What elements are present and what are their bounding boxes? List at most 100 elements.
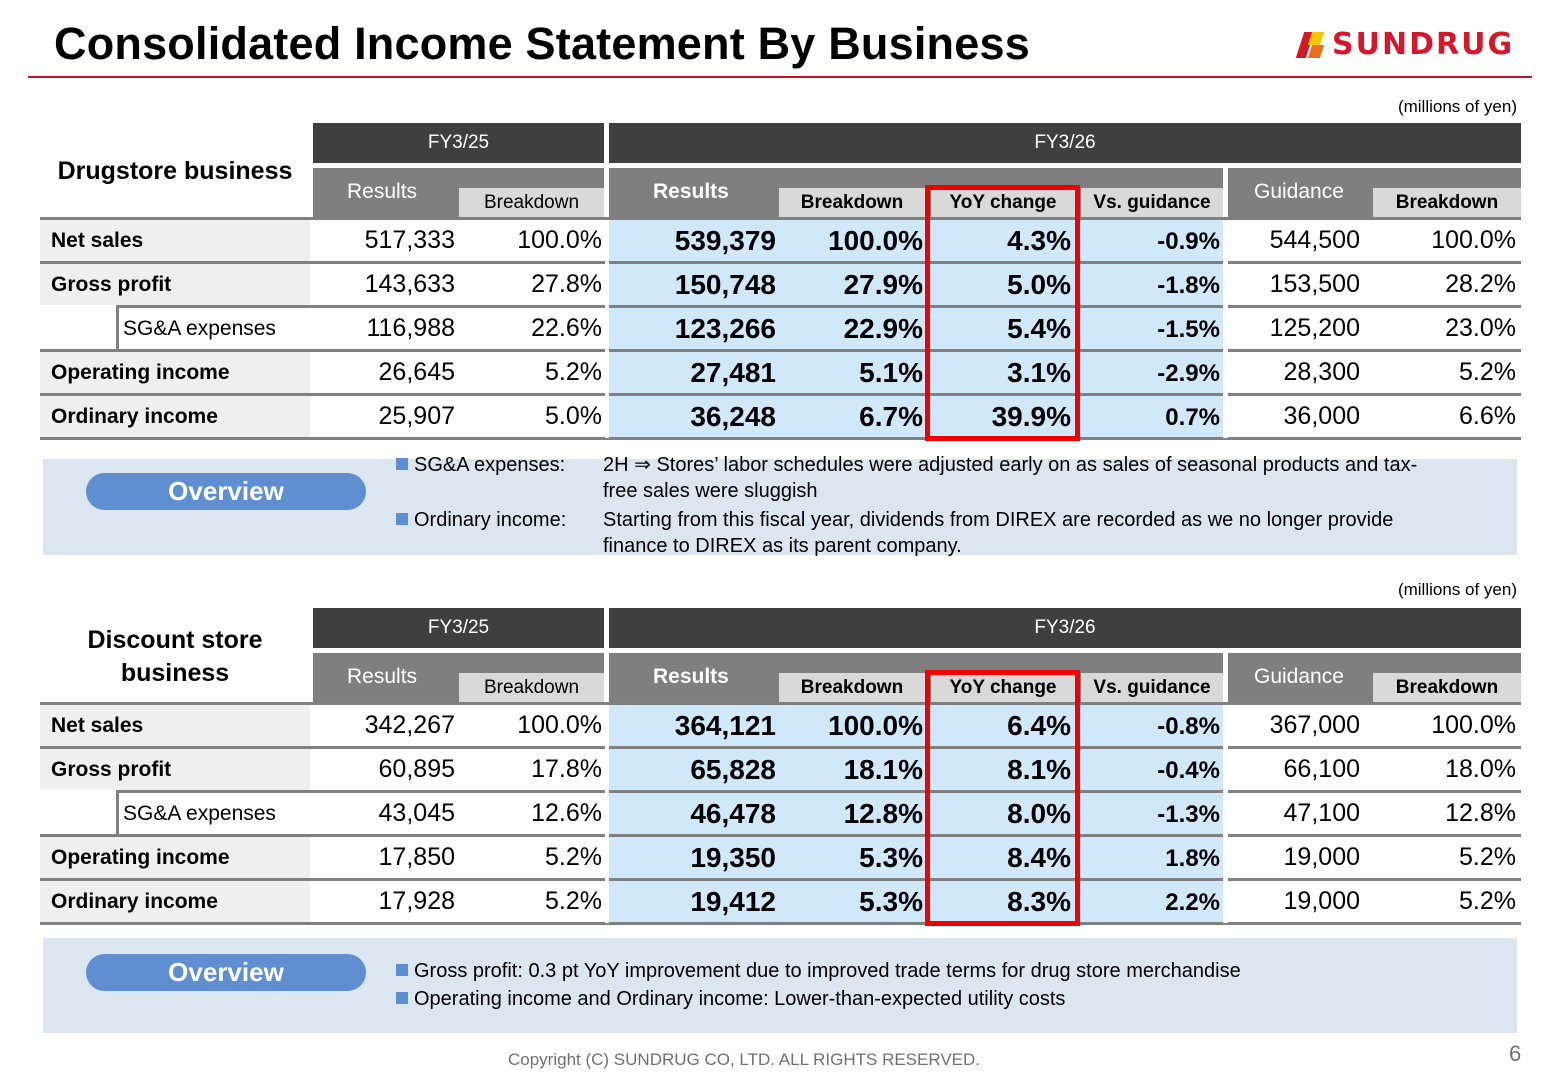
prev-breakdown-cell: 12.6% [531, 799, 602, 827]
prev-breakdown-header: Breakdown [459, 673, 604, 703]
curr-breakdown-cell: 5.3% [859, 886, 923, 917]
sga-label-text: SG&A expenses [116, 308, 276, 349]
guidance-cell: 47,100 [1283, 799, 1360, 827]
curr-breakdown-cell: 5.1% [859, 357, 923, 388]
guidance-breakdown-cell: 100.0% [1431, 226, 1516, 254]
page-number: 6 [1509, 1041, 1522, 1066]
overview-item-head: SG&A expenses: [414, 454, 566, 476]
curr-results-cell: 539,379 [674, 225, 776, 256]
col-gap [605, 220, 609, 438]
row-label-sga: SG&A expenses [40, 793, 310, 834]
guidance-cell: 125,200 [1269, 314, 1360, 342]
vs-guidance-cell: 0.7% [1165, 404, 1220, 431]
prev-breakdown-cell: 27.8% [531, 270, 602, 298]
yoy-cell: 5.4% [1007, 313, 1071, 344]
curr-breakdown-cell: 22.9% [843, 313, 923, 344]
col-gap [1223, 705, 1228, 923]
vs-guidance-header: Vs. guidance [1081, 673, 1223, 703]
prev-results-cell: 342,267 [364, 711, 455, 739]
curr-results-cell: 19,350 [690, 842, 776, 873]
prev-breakdown-cell: 22.6% [531, 314, 602, 342]
curr-results-cell: 36,248 [690, 401, 776, 432]
yoy-cell: 8.4% [1007, 842, 1071, 873]
fy-curr-highlight [609, 705, 1223, 923]
yoy-cell: 4.3% [1007, 225, 1071, 256]
curr-results-label: Results [653, 665, 729, 688]
col-gap [605, 705, 609, 923]
prev-breakdown-cell: 5.2% [545, 358, 602, 386]
vs-guidance-cell: -1.3% [1157, 801, 1220, 828]
row-divider [40, 349, 1521, 352]
prev-breakdown-cell: 5.0% [545, 402, 602, 430]
curr-results-label: Results [653, 180, 729, 203]
yoy-header: YoY change [931, 673, 1075, 703]
prev-results-label: Results [347, 665, 418, 688]
overview-item-text: finance to DIREX as its parent company. [603, 535, 962, 557]
prev-results-cell: 517,333 [364, 226, 455, 254]
guidance-cell: 544,500 [1269, 226, 1360, 254]
sundrug-logo-mark-icon [1295, 28, 1325, 60]
prev-results-cell: 60,895 [378, 755, 455, 783]
yoy-cell: 39.9% [991, 401, 1071, 432]
guidance-breakdown-cell: 100.0% [1431, 711, 1516, 739]
curr-breakdown-cell: 18.1% [843, 754, 923, 785]
yoy-cell: 8.1% [1007, 754, 1071, 785]
guidance-breakdown-cell: 23.0% [1445, 314, 1516, 342]
vs-guidance-cell: -0.4% [1157, 757, 1220, 784]
sundrug-logo: SUNDRUG [1295, 26, 1514, 62]
guidance-label: Guidance [1254, 665, 1344, 688]
row-divider [116, 305, 1521, 308]
prev-results-cell: 143,633 [364, 270, 455, 298]
copyright-footer: Copyright (C) SUNDRUG CO, LTD. ALL RIGHT… [508, 1050, 981, 1069]
overview-item: Ordinary income: [396, 507, 566, 534]
curr-breakdown-cell: 5.3% [859, 842, 923, 873]
guidance-cell: 19,000 [1283, 843, 1360, 871]
guidance-breakdown-cell: 5.2% [1459, 358, 1516, 386]
prev-breakdown-cell: 5.2% [545, 887, 602, 915]
prev-results-cell: 116,988 [366, 314, 455, 342]
row-label-net-sales: Net sales [40, 220, 310, 261]
row-label-gross-profit: Gross profit [40, 264, 310, 305]
curr-results-cell: 150,748 [674, 269, 776, 300]
overview-item-text: Gross profit: 0.3 pt YoY improvement due… [414, 960, 1241, 982]
overview-label: Overview [86, 954, 366, 991]
fy-curr-header: FY3/26 [609, 123, 1521, 163]
guidance-breakdown-cell: 6.6% [1459, 402, 1516, 430]
yoy-cell: 8.0% [1007, 798, 1071, 829]
curr-results-cell: 27,481 [690, 357, 776, 388]
prev-results-label: Results [347, 180, 418, 203]
sga-label-text: SG&A expenses [116, 793, 276, 834]
fy-curr-highlight [609, 220, 1223, 438]
overview-label: Overview [86, 473, 366, 510]
curr-breakdown-cell: 100.0% [828, 225, 923, 256]
row-divider [116, 790, 1521, 793]
yoy-highlight-box [925, 185, 1080, 441]
curr-breakdown-cell: 27.9% [843, 269, 923, 300]
fy-prev-header: FY3/25 [313, 608, 604, 648]
overview-item: Operating income and Ordinary income: Lo… [396, 986, 1065, 1013]
unit-note: (millions of yen) [1397, 580, 1517, 599]
guidance-breakdown-cell: 5.2% [1459, 887, 1516, 915]
row-label-sga: SG&A expenses [40, 308, 310, 349]
overview-item-head: Ordinary income: [414, 509, 567, 531]
curr-results-cell: 123,266 [674, 313, 776, 344]
yoy-cell: 6.4% [1007, 710, 1071, 741]
row-label-gross-profit: Gross profit [40, 749, 310, 790]
overview-item-text: Operating income and Ordinary income: Lo… [414, 988, 1066, 1010]
guidance-breakdown-cell: 5.2% [1459, 843, 1516, 871]
vs-guidance-cell: 2.2% [1165, 889, 1220, 916]
fy-prev-header: FY3/25 [313, 123, 604, 163]
guidance-cell: 367,000 [1269, 711, 1360, 739]
bullet-square-icon [396, 964, 408, 976]
curr-results-cell: 19,412 [690, 886, 776, 917]
row-divider [40, 261, 1521, 264]
guidance-breakdown-header: Breakdown [1373, 673, 1521, 703]
vs-guidance-cell: 1.8% [1165, 845, 1220, 872]
row-label-ordinary-income: Ordinary income [40, 881, 310, 922]
col-gap [1223, 220, 1228, 438]
vs-guidance-cell: -1.8% [1157, 272, 1220, 299]
prev-breakdown-cell: 17.8% [531, 755, 602, 783]
segment-title-line: business [120, 659, 230, 687]
prev-breakdown-cell: 100.0% [517, 711, 602, 739]
vs-guidance-header: Vs. guidance [1081, 188, 1223, 218]
